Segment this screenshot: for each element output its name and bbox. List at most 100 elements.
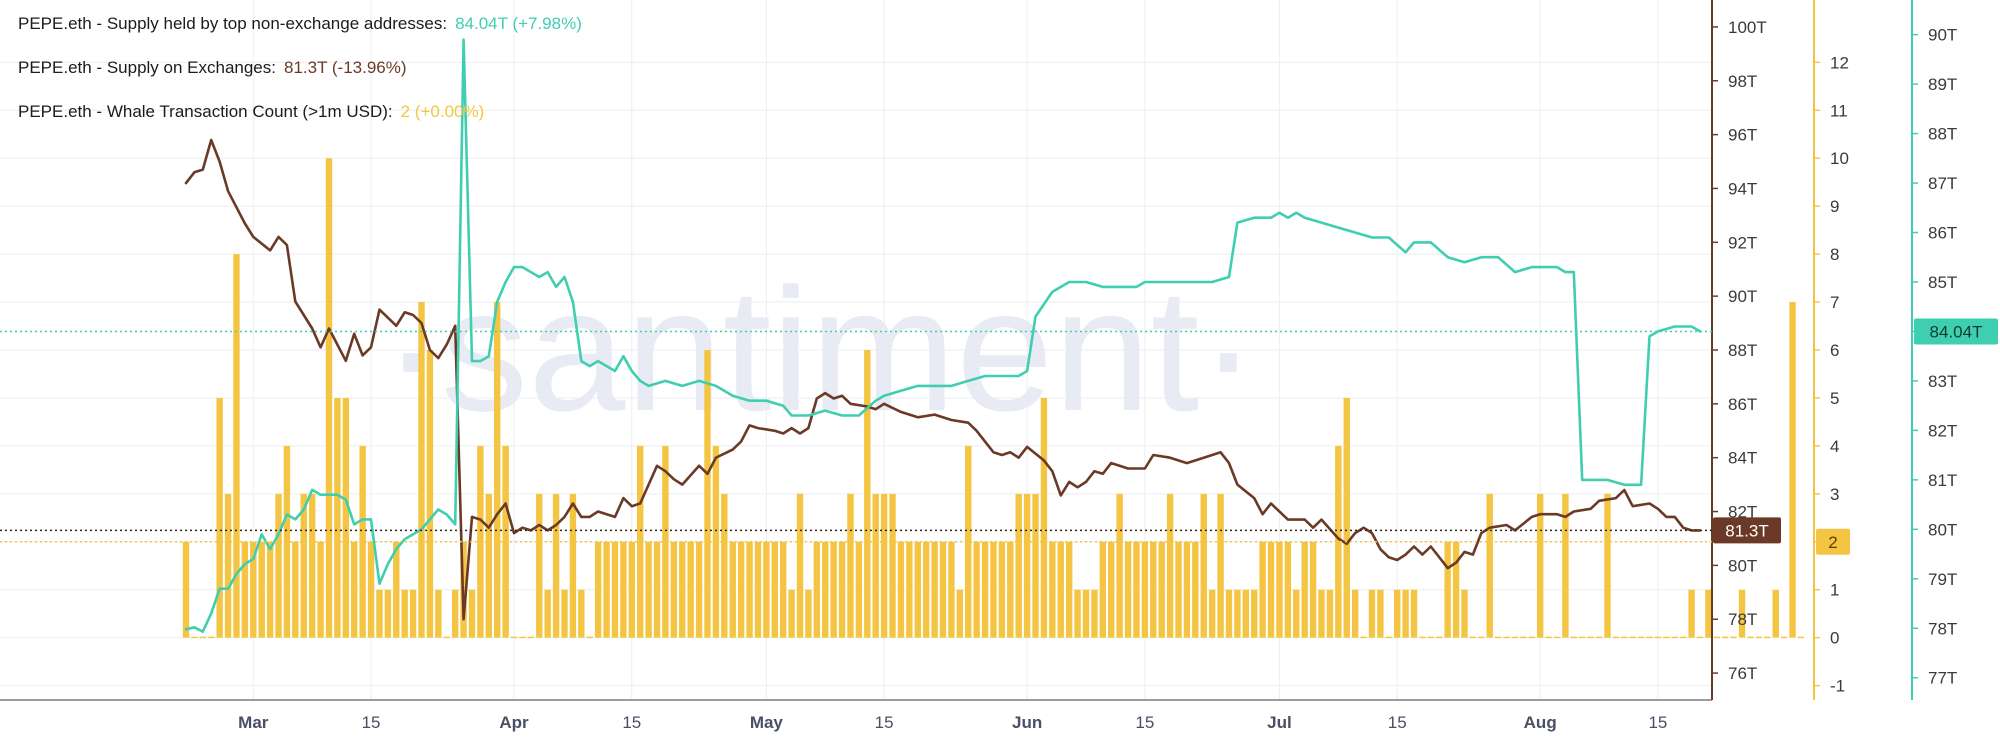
whale-bar — [1747, 636, 1754, 639]
whale-bar — [1419, 636, 1426, 639]
whale-bar — [561, 589, 568, 638]
whale-bar — [805, 589, 812, 638]
whale-bar — [1671, 636, 1678, 639]
whale-bar — [1124, 541, 1132, 638]
whale-bar — [1789, 302, 1796, 638]
whale-bar — [1057, 541, 1064, 638]
whale-bar — [1242, 589, 1249, 638]
series-lines — [184, 38, 1702, 633]
whale-bar — [611, 541, 619, 638]
whale-bar — [1663, 636, 1670, 639]
legend-value: 84.04T (+7.98%) — [455, 14, 582, 33]
whale-bar — [1579, 636, 1586, 639]
whale-bar — [889, 493, 896, 638]
exchanges-axis-tick-label: 82T — [1728, 503, 1757, 522]
whale-bar — [1688, 589, 1695, 638]
whale-axis-tick-label: 7 — [1830, 293, 1839, 312]
top_holders-axis-tick-label: 78T — [1928, 619, 1957, 638]
whale-bar — [1150, 541, 1157, 638]
whale-bar — [981, 541, 989, 638]
whale-bar — [393, 541, 400, 638]
whale-bar — [956, 589, 964, 638]
whale-bar — [258, 541, 265, 638]
whale-bar — [872, 493, 879, 638]
top_holders-axis-tick-label: 83T — [1928, 372, 1957, 391]
whale-bar — [1772, 589, 1779, 638]
whale-bar — [544, 589, 551, 638]
whale-bar — [1318, 589, 1325, 638]
x-axis-tick-label: 15 — [875, 713, 894, 732]
whale-bar — [1301, 541, 1308, 638]
whale-bar — [914, 541, 921, 638]
whale-bar — [1108, 541, 1115, 638]
whale-bar — [1032, 493, 1039, 638]
whale-bar — [830, 541, 837, 638]
whale-bar — [1713, 636, 1721, 639]
legend-item-whale-count[interactable]: PEPE.eth - Whale Transaction Count (>1m … — [18, 102, 484, 122]
whale-bar — [426, 350, 434, 638]
whale-bar — [796, 493, 804, 638]
exchanges-axis-tick-label: 100T — [1728, 18, 1767, 37]
whale-bar — [569, 493, 577, 638]
whale-bar — [325, 158, 333, 638]
legend-item-top-holders[interactable]: PEPE.eth - Supply held by top non-exchan… — [18, 14, 582, 34]
whale-bar — [1351, 589, 1359, 638]
whale-bar — [418, 302, 425, 638]
whale-bar — [1023, 493, 1031, 638]
whale-bar — [1259, 541, 1266, 638]
whale-bar — [1536, 493, 1544, 638]
whale-bar — [1410, 589, 1418, 638]
whale-bar — [880, 493, 888, 638]
whale-bar — [1595, 636, 1603, 639]
whale-bar — [552, 493, 560, 638]
whale-bar — [359, 445, 366, 638]
whale-bar — [998, 541, 1006, 638]
whale-bar — [233, 254, 240, 638]
whale-axis-tick-label: 11 — [1830, 101, 1848, 120]
whale-bar — [1116, 493, 1123, 638]
whale-axis-tick-label: 0 — [1830, 629, 1839, 648]
whale-bar — [931, 541, 938, 638]
whale-bar — [510, 636, 518, 639]
watermark: ·santiment· — [382, 253, 1257, 448]
whale-bar — [1133, 541, 1140, 638]
whale-bar — [191, 636, 198, 639]
whale-bar — [1528, 636, 1535, 639]
whale-bar — [847, 493, 854, 638]
whale-bar — [620, 541, 627, 638]
exchanges-axis-tick-label: 92T — [1728, 233, 1757, 252]
whale-bar — [779, 541, 787, 638]
whale-bar — [1469, 636, 1477, 639]
whale-bar — [1192, 541, 1199, 638]
legend-label: PEPE.eth - Supply on Exchanges: — [18, 58, 276, 77]
whale-value-label: 2 — [1828, 533, 1837, 552]
whale-bar — [906, 541, 913, 638]
whale-bar — [1175, 541, 1182, 638]
x-axis-tick-label: Jul — [1267, 713, 1292, 732]
whale-bar — [813, 541, 821, 638]
whale-bar — [1200, 493, 1207, 638]
top_holders-axis-tick-label: 87T — [1928, 174, 1957, 193]
whale-bar — [519, 636, 526, 639]
top-holders-value-label: 84.04T — [1930, 322, 1983, 341]
whale-bar — [250, 541, 257, 638]
whale-bar — [754, 541, 762, 638]
whale-axis-tick-label: -1 — [1830, 677, 1845, 696]
legend-item-exchanges[interactable]: PEPE.eth - Supply on Exchanges: 81.3T (-1… — [18, 58, 407, 78]
whale-bar — [317, 541, 324, 638]
whale-bar — [409, 589, 417, 638]
x-axis-tick-label: Apr — [499, 713, 529, 732]
exchanges-axis-tick-label: 80T — [1728, 556, 1757, 575]
whale-axis-tick-label: 4 — [1830, 437, 1839, 456]
whale-bar — [536, 493, 543, 638]
exchanges-axis-tick-label: 96T — [1728, 126, 1757, 145]
whale-bar — [973, 541, 980, 638]
whale-bar — [922, 541, 930, 638]
whale-bar — [855, 541, 863, 638]
whale-bar — [182, 541, 190, 638]
whale-bar — [653, 541, 661, 638]
whale-bar — [1629, 636, 1636, 639]
whale-bar — [594, 541, 602, 638]
whale-axis-tick-label: 8 — [1830, 245, 1839, 264]
